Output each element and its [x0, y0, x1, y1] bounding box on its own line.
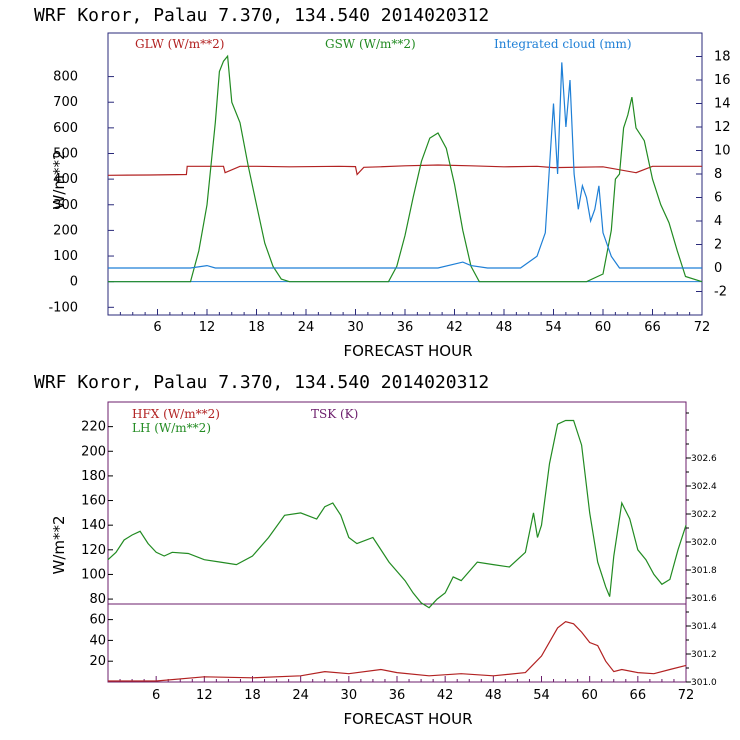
chart-1-y2-tick-label: 16 [714, 73, 731, 88]
chart-1-y-tick-label: 800 [53, 70, 78, 85]
chart-2-x-tick-label: 12 [196, 688, 213, 703]
chart-1-x-tick-label: 18 [248, 320, 265, 335]
chart-2-legend-lh: LH (W/m**2) [132, 421, 211, 435]
chart-1-y-tick-label: 500 [53, 146, 78, 161]
chart-1-y2-tick-label: 8 [714, 167, 722, 182]
chart-1-legend-cloud: Integrated cloud (mm) [494, 37, 632, 51]
chart-1-y2-tick-label: 2 [714, 238, 722, 253]
chart-2-x-tick-label: 60 [581, 688, 598, 703]
chart-2-y2-tick-label: 302.4 [691, 482, 717, 492]
chart-2-y2-tick-label: 302.2 [691, 510, 717, 520]
chart-2-x-tick-label: 72 [678, 688, 695, 703]
chart-1-x-tick-label: 42 [446, 320, 463, 335]
chart-2-x-axis-label: FORECAST HOUR [343, 710, 472, 728]
chart-1-y-tick-label: 300 [53, 198, 78, 213]
chart-1-x-tick-label: 54 [545, 320, 562, 335]
chart-1-y2-tick-label: 0 [714, 261, 722, 276]
chart-1-plot-frame [107, 32, 703, 316]
chart-2-y-axis-label: W/m**2 [50, 515, 68, 574]
chart-1-x-tick-label: 12 [199, 320, 216, 335]
chart-2-upper-y-tick-label: 160 [81, 494, 106, 509]
chart-1-x-tick-label: 66 [644, 320, 661, 335]
chart-2-y2-tick-label: 301.8 [691, 566, 717, 576]
chart-1-y-axis-label: W/m**2 [50, 150, 68, 209]
chart-1-x-tick-label: 72 [694, 320, 711, 335]
chart-1-y2-tick-label: -2 [714, 285, 727, 300]
chart-1-glw-line [107, 164, 702, 176]
chart-2-lh-line [107, 419, 687, 609]
chart-1-x-tick-label: 36 [397, 320, 414, 335]
chart-2-y2-tick-label: 302.0 [691, 538, 717, 548]
chart-1-x-axis-label: FORECAST HOUR [343, 342, 472, 360]
chart-2-lower-y-tick-label: 20 [89, 654, 106, 669]
chart-1-y2-tick-label: 6 [714, 191, 722, 206]
chart-1-x-tick-label: 48 [496, 320, 513, 335]
chart-1-x-tick-label: 6 [153, 320, 161, 335]
chart-2-y2-tick-label: 301.4 [691, 622, 717, 632]
chart-1-cloud-line [108, 62, 702, 269]
chart-1-y2-tick-label: 12 [714, 120, 731, 135]
chart-1-title: WRF Koror, Palau 7.370, 134.540 20140203… [34, 5, 489, 26]
chart-1-y-tick-label: 700 [53, 95, 78, 110]
chart-2-upper-y-tick-label: 140 [81, 518, 106, 533]
chart-1-y-tick-label: 100 [53, 249, 78, 264]
chart-1: WRF Koror, Palau 7.370, 134.540 20140203… [34, 5, 731, 360]
chart-2-upper-y-tick-label: 120 [81, 543, 106, 558]
chart-1-y2-tick-label: 18 [714, 50, 731, 65]
chart-1-gsw-line [108, 54, 703, 283]
chart-2-hfx-line [108, 621, 687, 682]
chart-1-y-tick-label: 600 [53, 121, 78, 136]
chart-2-y2-tick-label: 301.0 [691, 678, 717, 688]
chart-1-y-tick-label: 400 [53, 172, 78, 187]
chart-2-lower-y-tick-label: 40 [89, 633, 106, 648]
chart-2-x-tick-label: 48 [485, 688, 502, 703]
chart-2-lower-y-tick-label: 60 [89, 613, 106, 628]
chart-2-y2-tick-label: 301.2 [691, 650, 717, 660]
chart-1-y2-tick-label: 4 [714, 214, 722, 229]
chart-2-upper-y-tick-label: 220 [81, 420, 106, 435]
chart-2-x-tick-label: 42 [437, 688, 454, 703]
chart-2-x-tick-label: 30 [341, 688, 358, 703]
chart-2-x-tick-label: 18 [244, 688, 261, 703]
chart-2-x-tick-label: 66 [630, 688, 647, 703]
chart-1-x-tick-label: 30 [347, 320, 364, 335]
chart-2-plot-frame [107, 401, 687, 683]
chart-1-legend-gsw: GSW (W/m**2) [325, 37, 416, 51]
chart-1-x-tick-label: 60 [595, 320, 612, 335]
chart-1-y2-tick-label: 10 [714, 144, 731, 159]
chart-1-y-tick-label: 0 [70, 275, 78, 290]
chart-2-y2-tick-label: 302.6 [691, 454, 717, 464]
chart-1-y-tick-label: 200 [53, 223, 78, 238]
chart-2-title: WRF Koror, Palau 7.370, 134.540 20140203… [34, 372, 489, 393]
chart-2-upper-y-tick-label: 100 [81, 567, 106, 582]
chart-2-y2-tick-label: 301.6 [691, 594, 717, 604]
chart-2-upper-y-tick-label: 80 [89, 592, 106, 607]
chart-1-y2-tick-label: 14 [714, 97, 731, 112]
chart-2-x-tick-label: 54 [533, 688, 550, 703]
chart-2-x-tick-label: 36 [389, 688, 406, 703]
chart-2-upper-y-tick-label: 180 [81, 469, 106, 484]
chart-2-legend-tsk: TSK (K) [311, 407, 358, 421]
chart-2-x-tick-label: 6 [152, 688, 160, 703]
chart-1-y-tick-label: -100 [48, 300, 78, 315]
chart-2: WRF Koror, Palau 7.370, 134.540 20140203… [34, 372, 717, 728]
chart-1-x-tick-label: 24 [298, 320, 315, 335]
chart-2-legend-hfx: HFX (W/m**2) [132, 407, 220, 421]
chart-2-upper-y-tick-label: 200 [81, 444, 106, 459]
chart-2-x-tick-label: 24 [292, 688, 309, 703]
chart-1-legend-glw: GLW (W/m**2) [135, 37, 224, 51]
